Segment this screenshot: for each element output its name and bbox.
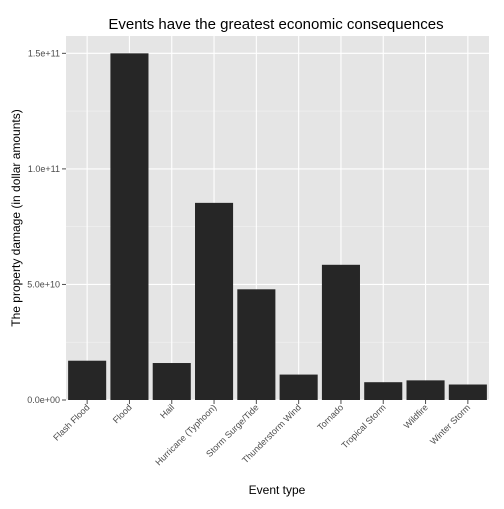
y-tick-label: 1.5e+11 <box>28 48 60 58</box>
y-axis-label: The property damage (in dollar amounts) <box>9 109 23 326</box>
bar-7 <box>364 382 403 400</box>
bar-0 <box>68 360 107 400</box>
y-axis-ticks: 0.0e+00 5.0e+10 1.0e+11 1.5e+11 <box>27 48 66 405</box>
x-tick-label: Wildfire <box>402 402 430 430</box>
bar-3 <box>195 202 234 400</box>
bar-9 <box>448 384 487 400</box>
bars <box>68 53 487 400</box>
bar-6 <box>321 264 360 400</box>
bar-5 <box>279 374 318 400</box>
x-tick-label: Flood <box>111 402 134 425</box>
y-tick-label: 1.0e+11 <box>28 164 60 174</box>
x-tick-label: Tropical Storm <box>339 402 387 450</box>
bar-8 <box>406 380 445 400</box>
bar-2 <box>152 363 191 400</box>
chart-title: Events have the greatest economic conseq… <box>108 16 443 33</box>
y-tick-label: 0.0e+00 <box>27 395 60 405</box>
x-tick-label: Hail <box>158 402 176 420</box>
x-tick-label: Tornado <box>315 402 345 432</box>
x-axis-label: Event type <box>249 483 306 497</box>
x-tick-label: Winter Storm <box>428 402 472 446</box>
bar-4 <box>237 289 276 400</box>
x-tick-label: Flash Flood <box>51 402 91 442</box>
bar-1 <box>110 53 149 400</box>
y-tick-label: 5.0e+10 <box>27 279 60 289</box>
